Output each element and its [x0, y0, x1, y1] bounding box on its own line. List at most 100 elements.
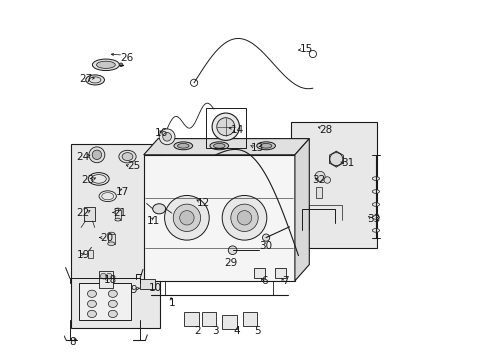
Ellipse shape	[87, 290, 96, 297]
Circle shape	[262, 234, 269, 241]
Ellipse shape	[108, 310, 117, 318]
Text: 19: 19	[77, 250, 90, 260]
Ellipse shape	[122, 153, 133, 161]
Bar	[88, 250, 93, 258]
Ellipse shape	[92, 59, 119, 71]
Circle shape	[173, 204, 200, 231]
Bar	[316, 187, 321, 198]
Text: 21: 21	[113, 208, 126, 218]
Bar	[115, 210, 121, 220]
Bar	[83, 207, 95, 221]
Text: 27: 27	[79, 74, 92, 84]
Ellipse shape	[371, 229, 379, 232]
Ellipse shape	[87, 300, 96, 307]
Circle shape	[222, 195, 266, 240]
Ellipse shape	[96, 61, 115, 68]
Polygon shape	[294, 139, 309, 281]
Circle shape	[164, 195, 209, 240]
Ellipse shape	[108, 290, 117, 297]
Ellipse shape	[209, 142, 228, 150]
Ellipse shape	[85, 75, 104, 85]
Ellipse shape	[107, 232, 115, 236]
Ellipse shape	[119, 150, 136, 163]
Text: 5: 5	[253, 326, 260, 336]
Text: 13: 13	[250, 143, 263, 153]
Ellipse shape	[108, 300, 117, 307]
Bar	[205, 108, 245, 148]
Ellipse shape	[371, 203, 379, 206]
Ellipse shape	[174, 142, 192, 150]
Ellipse shape	[87, 310, 96, 318]
Text: 3: 3	[212, 326, 219, 336]
Bar	[274, 268, 285, 278]
Text: 9: 9	[130, 285, 137, 295]
Text: 20: 20	[100, 233, 113, 243]
Bar	[242, 312, 257, 326]
Circle shape	[179, 211, 194, 225]
Ellipse shape	[115, 208, 121, 211]
Text: 7: 7	[281, 276, 288, 286]
Circle shape	[314, 171, 325, 181]
Bar	[140, 279, 155, 289]
Text: 6: 6	[261, 276, 267, 286]
Text: 12: 12	[196, 198, 209, 208]
Ellipse shape	[260, 143, 271, 148]
Polygon shape	[143, 155, 294, 281]
Text: 29: 29	[224, 258, 237, 268]
Circle shape	[329, 153, 342, 166]
Text: 25: 25	[127, 161, 140, 171]
Circle shape	[237, 211, 251, 225]
Circle shape	[228, 246, 237, 255]
Text: 32: 32	[311, 175, 325, 185]
Text: 10: 10	[148, 283, 162, 293]
Ellipse shape	[107, 242, 115, 246]
Circle shape	[89, 147, 104, 163]
Text: 2: 2	[194, 326, 201, 336]
Bar	[201, 312, 216, 326]
Text: 18: 18	[104, 275, 117, 285]
Ellipse shape	[256, 142, 275, 150]
Ellipse shape	[152, 204, 165, 214]
Circle shape	[159, 129, 175, 145]
Text: 17: 17	[116, 186, 129, 197]
Circle shape	[212, 113, 239, 140]
Text: 31: 31	[340, 158, 353, 168]
Bar	[107, 234, 115, 244]
Text: 24: 24	[77, 152, 90, 162]
Ellipse shape	[371, 177, 379, 180]
Polygon shape	[79, 283, 131, 320]
Circle shape	[101, 273, 106, 279]
Text: 15: 15	[299, 44, 312, 54]
Ellipse shape	[177, 143, 189, 148]
Text: 11: 11	[147, 216, 160, 226]
Circle shape	[324, 177, 330, 183]
Bar	[99, 271, 113, 288]
Text: 8: 8	[69, 337, 76, 347]
Ellipse shape	[213, 143, 224, 148]
Bar	[71, 144, 160, 328]
Circle shape	[119, 63, 122, 67]
Bar	[253, 268, 264, 278]
Text: 4: 4	[233, 326, 240, 336]
Polygon shape	[143, 139, 309, 155]
Bar	[184, 312, 199, 326]
Text: 33: 33	[366, 214, 379, 224]
Text: 22: 22	[77, 208, 90, 218]
Ellipse shape	[115, 218, 121, 221]
Bar	[290, 122, 376, 248]
Circle shape	[230, 204, 258, 231]
Text: 14: 14	[230, 125, 244, 135]
Circle shape	[216, 118, 234, 136]
Circle shape	[106, 273, 112, 279]
Ellipse shape	[371, 190, 379, 193]
Circle shape	[163, 132, 171, 141]
Text: 16: 16	[155, 128, 168, 138]
Circle shape	[92, 150, 102, 159]
Text: 28: 28	[319, 125, 332, 135]
Text: 23: 23	[81, 175, 94, 185]
Text: 26: 26	[120, 53, 133, 63]
Text: 30: 30	[259, 240, 272, 251]
Bar	[222, 315, 236, 329]
Ellipse shape	[371, 216, 379, 219]
Text: 1: 1	[169, 298, 176, 308]
